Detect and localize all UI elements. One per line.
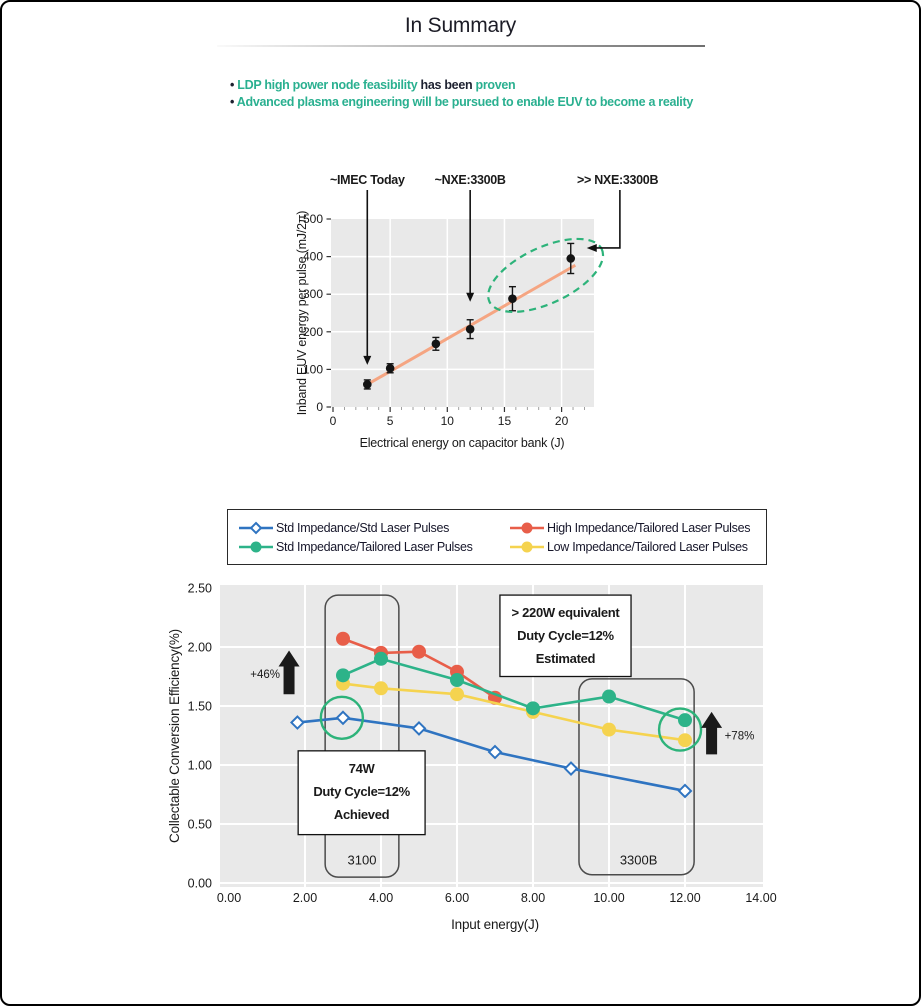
svg-text:300: 300 bbox=[303, 287, 323, 301]
bullet1-highlight2: proven bbox=[475, 78, 516, 92]
legend-item-std-std: Std Impedance/Std Laser Pulses bbox=[239, 520, 510, 536]
svg-text:14.00: 14.00 bbox=[745, 891, 776, 905]
svg-text:0.50: 0.50 bbox=[188, 818, 212, 832]
svg-text:0.00: 0.00 bbox=[217, 891, 241, 905]
svg-text:1.00: 1.00 bbox=[188, 759, 212, 773]
svg-text:> 220W equivalent: > 220W equivalent bbox=[511, 605, 620, 620]
bullet-marker: • bbox=[230, 95, 235, 109]
svg-text:Estimated: Estimated bbox=[536, 651, 596, 666]
svg-text:8.00: 8.00 bbox=[521, 891, 545, 905]
highlight-circle bbox=[657, 707, 703, 752]
annotation-nxe3300b: ~NXE:3300B bbox=[435, 173, 506, 187]
data-point bbox=[508, 294, 517, 304]
callout-box bbox=[499, 594, 632, 678]
legend-item-high-tailored: High Impedance/Tailored Laser Pulses bbox=[510, 520, 766, 536]
x-axis-label: Electrical energy on capacitor bank (J) bbox=[360, 436, 565, 450]
series-0 bbox=[289, 710, 693, 799]
legend-marker-red-circle-icon bbox=[510, 522, 544, 533]
bullet2-text: Advanced plasma engineering will be purs… bbox=[236, 95, 694, 109]
machine-rect-3100 bbox=[324, 594, 400, 878]
data-point bbox=[431, 339, 441, 349]
data-point bbox=[362, 380, 372, 389]
summary-bullets: • LDP high power node feasibility has be… bbox=[230, 77, 730, 111]
svg-text:15: 15 bbox=[498, 414, 512, 428]
callout-box bbox=[297, 750, 426, 836]
svg-text:2.00: 2.00 bbox=[188, 641, 212, 655]
figure-euv-scaling: 0 5 10 15 20 0 100 200 300 400 500 ~IMEC Today ~NXE:… bbox=[242, 160, 702, 467]
svg-text:Duty Cycle=12%: Duty Cycle=12% bbox=[517, 628, 614, 643]
data-points bbox=[362, 242, 576, 390]
highlight-ellipse bbox=[487, 237, 605, 313]
annotation-beyond-nxe3300b: >> NXE:3300B bbox=[577, 173, 658, 187]
machine-rect-3300B bbox=[578, 678, 695, 876]
svg-text:1.50: 1.50 bbox=[188, 700, 212, 714]
legend-label: Std Impedance/Std Laser Pulses bbox=[276, 520, 450, 535]
svg-text:4.00: 4.00 bbox=[369, 891, 393, 905]
cce-plot-group: +46% +78% 74W Duty Cycle=12% Achieved > 220W … bbox=[167, 582, 777, 933]
gain-arrow bbox=[701, 711, 723, 755]
svg-text:500: 500 bbox=[303, 212, 323, 226]
svg-text:5: 5 bbox=[387, 414, 394, 428]
bullet-item-2: • Advanced plasma engineering will be pu… bbox=[230, 94, 730, 111]
svg-text:74W: 74W bbox=[349, 761, 376, 776]
legend-label: Low Impedance/Tailored Laser Pulses bbox=[547, 539, 748, 554]
machine-label: 3100 bbox=[348, 853, 377, 868]
svg-text:0.00: 0.00 bbox=[188, 877, 212, 891]
legend-item-std-tailored: Std Impedance/Tailored Laser Pulses bbox=[239, 539, 510, 555]
legend-box: Std Impedance/Std Laser Pulses High Impe… bbox=[227, 509, 767, 565]
bullet-marker: • bbox=[230, 78, 235, 92]
bullet1-highlight: LDP high power node feasibility bbox=[237, 78, 418, 92]
page-title: In Summary bbox=[404, 14, 517, 37]
svg-text:12.00: 12.00 bbox=[669, 891, 700, 905]
svg-text:10.00: 10.00 bbox=[593, 891, 624, 905]
x-axis-label: Input energy(J) bbox=[451, 917, 539, 932]
series-2 bbox=[336, 651, 692, 728]
highlight-circle bbox=[319, 695, 365, 741]
legend-marker-yellow-circle-icon bbox=[510, 541, 544, 552]
svg-text:0: 0 bbox=[316, 400, 323, 414]
conversion-efficiency-chart: +46% +78% 74W Duty Cycle=12% Achieved > 220W … bbox=[167, 582, 777, 933]
trend-line bbox=[366, 263, 577, 386]
data-point bbox=[566, 254, 576, 263]
gain-arrow bbox=[278, 650, 300, 695]
legend-item-low-tailored: Low Impedance/Tailored Laser Pulses bbox=[510, 539, 766, 555]
bullet1-plain: has been bbox=[417, 78, 476, 92]
gain-label: +46% bbox=[250, 669, 280, 681]
svg-text:20: 20 bbox=[555, 414, 569, 428]
machine-label: 3300B bbox=[620, 853, 658, 868]
gain-label: +78% bbox=[725, 731, 755, 743]
title-divider bbox=[217, 45, 705, 47]
svg-text:10: 10 bbox=[441, 414, 455, 428]
svg-text:6.00: 6.00 bbox=[445, 891, 469, 905]
svg-text:0: 0 bbox=[330, 414, 337, 428]
figure-conversion-efficiency: +46% +78% 74W Duty Cycle=12% Achieved > 220W … bbox=[162, 572, 802, 962]
svg-text:100: 100 bbox=[303, 362, 323, 376]
svg-text:Achieved: Achieved bbox=[334, 807, 390, 822]
legend-marker-blue-diamond-icon bbox=[239, 521, 273, 534]
svg-text:400: 400 bbox=[303, 250, 323, 264]
y-axis-label: Inband EUV energy per pulse (mJ/2π) bbox=[295, 211, 309, 416]
legend-marker-green-circle-icon bbox=[239, 541, 273, 552]
svg-text:2.00: 2.00 bbox=[293, 891, 317, 905]
data-point bbox=[385, 363, 395, 373]
annotation-imec-today: ~IMEC Today bbox=[330, 173, 405, 187]
svg-text:2.50: 2.50 bbox=[188, 582, 212, 596]
svg-text:200: 200 bbox=[303, 325, 323, 339]
svg-text:Duty Cycle=12%: Duty Cycle=12% bbox=[313, 784, 410, 799]
data-point bbox=[465, 324, 475, 334]
legend-label: High Impedance/Tailored Laser Pulses bbox=[547, 520, 751, 535]
bullet-item-1: • LDP high power node feasibility has be… bbox=[230, 77, 730, 94]
y-axis-label: Collectable Conversion Efficiency(%) bbox=[167, 629, 182, 843]
legend-label: Std Impedance/Tailored Laser Pulses bbox=[276, 539, 473, 554]
